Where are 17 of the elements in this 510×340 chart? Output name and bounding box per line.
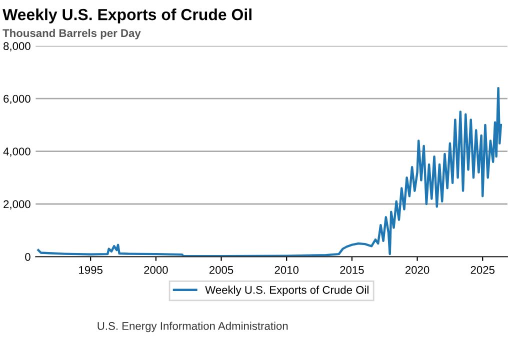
y-tick-label: 4,000	[3, 148, 30, 157]
x-tick-label: 2020	[405, 266, 430, 274]
y-tick-label: 8,000	[4, 42, 30, 52]
chart-subtitle: Thousand Barrels per Day	[2, 28, 141, 40]
chart-title: Weekly U.S. Exports of Crude Oil	[2, 8, 252, 24]
y-tick-label: 0	[25, 252, 30, 261]
x-tick-label: 2005	[209, 266, 234, 274]
x-tick-label: 2000	[144, 266, 168, 274]
y-tick-label: 2,000	[4, 200, 30, 210]
legend-label: Weekly U.S. Exports of Crude Oil	[205, 286, 368, 296]
line-series	[37, 86, 502, 257]
text: U.S. Energy Information Administration	[98, 322, 288, 332]
y-tick-label: 6,000	[4, 94, 30, 104]
x-tick-label: 1995	[79, 266, 102, 274]
x-tick-label: 2010	[274, 266, 299, 274]
x-tick-label: 2015	[340, 266, 364, 274]
x-tick-label: 2025	[470, 266, 495, 274]
